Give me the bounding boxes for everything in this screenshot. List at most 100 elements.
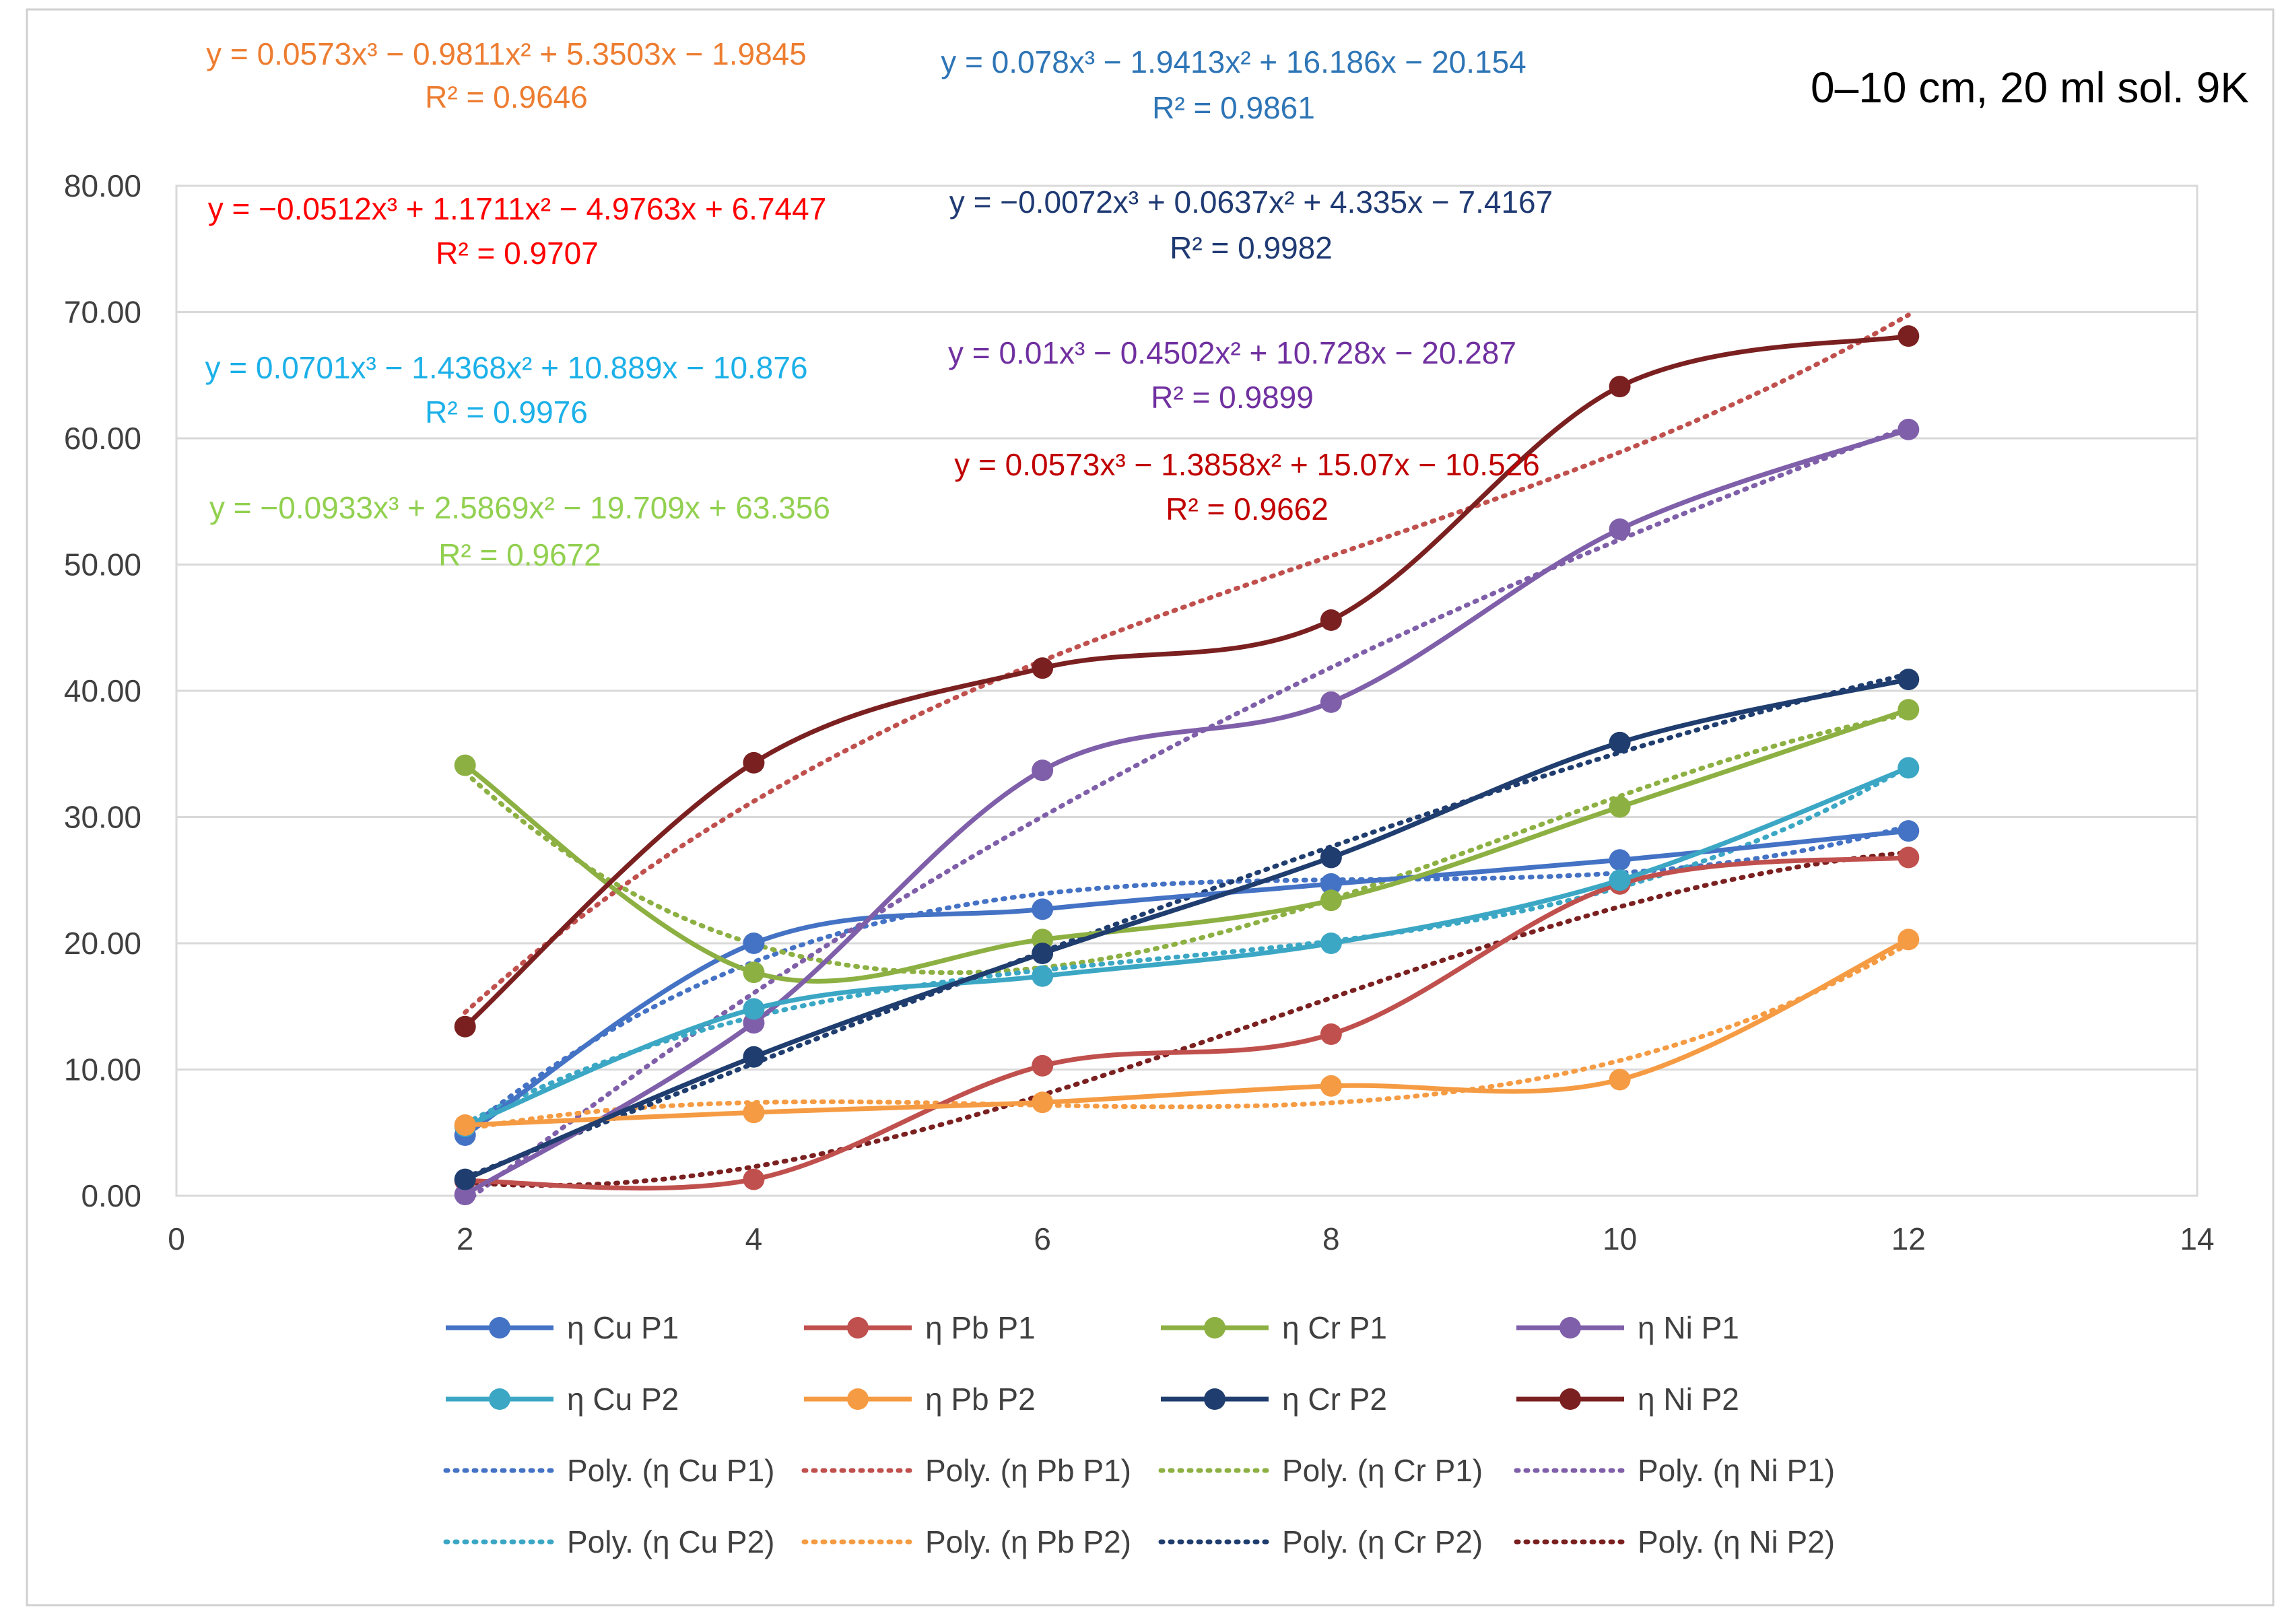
data-point [1320, 609, 1342, 631]
legend-label: η Cu P1 [567, 1310, 679, 1345]
legend-label: η Ni P1 [1638, 1310, 1739, 1345]
data-point [743, 998, 765, 1020]
legend-label: η Cr P1 [1282, 1310, 1387, 1345]
data-point [454, 1168, 476, 1190]
data-point [1032, 1054, 1054, 1077]
data-point [454, 1114, 476, 1136]
data-point [1609, 849, 1631, 871]
data-point [1897, 325, 1920, 347]
trendline-equation: y = 0.078x³ − 1.9413x² + 16.186x − 20.15… [941, 44, 1526, 79]
legend-item: η Cr P2 [1161, 1382, 1387, 1417]
x-tick-label: 10 [1603, 1221, 1637, 1256]
y-tick-label: 50.00 [64, 547, 141, 582]
series-layer [454, 325, 1920, 1206]
data-point [1897, 928, 1920, 951]
legend-label: η Pb P1 [925, 1310, 1036, 1345]
data-point [1032, 759, 1054, 782]
legend-item: Poly. (η Pb P2) [801, 1524, 1131, 1559]
data-point [1320, 846, 1342, 869]
series-line [463, 828, 1909, 1137]
x-tick-label: 4 [745, 1221, 763, 1256]
data-point [1609, 731, 1631, 753]
data-point [1032, 1091, 1054, 1114]
legend-label: Poly. (η Pb P1) [925, 1453, 1131, 1488]
trendline-equation: y = 0.0573x³ − 0.9811x² + 5.3503x − 1.98… [206, 36, 807, 71]
legend-label: Poly. (η Ni P1) [1638, 1453, 1835, 1488]
trendline [463, 850, 1911, 1188]
legend-item: η Cr P1 [1161, 1310, 1387, 1345]
data-point [743, 751, 765, 774]
legend-marker [1559, 1388, 1581, 1410]
legend-marker [847, 1388, 869, 1410]
y-tick-label: 60.00 [64, 421, 141, 456]
legend-marker [489, 1388, 510, 1410]
data-point [1320, 1023, 1342, 1045]
trendline [463, 424, 1911, 1205]
legend-label: η Ni P2 [1638, 1382, 1739, 1417]
data-point [1897, 757, 1920, 779]
y-tick-label: 80.00 [64, 168, 141, 203]
series-line [463, 333, 1909, 1029]
legend-item: η Pb P1 [804, 1310, 1036, 1345]
trendline [463, 941, 1911, 1132]
x-tick-label: 14 [2180, 1221, 2214, 1256]
data-point [1897, 846, 1920, 869]
axis-tick-labels: 0.00 10.00 20.00 30.00 40.00 50.00 60.00 70.00 8… [64, 168, 2215, 1256]
data-point [1320, 691, 1342, 713]
chart-title: 0–10 cm, 20 ml sol. 9K [1811, 63, 2249, 112]
trendline-r-squared: R² = 0.9662 [1166, 492, 1329, 527]
data-point [1897, 669, 1920, 691]
y-tick-label: 30.00 [64, 800, 141, 835]
data-point [743, 1046, 765, 1068]
data-point [1320, 873, 1342, 895]
trendline-r-squared: R² = 0.9646 [425, 79, 588, 114]
data-point [1032, 898, 1054, 920]
trendline-r-squared: R² = 0.9861 [1152, 90, 1315, 125]
y-tick-label: 70.00 [64, 295, 141, 330]
series-line [464, 766, 1910, 1129]
legend-label: η Cr P2 [1282, 1382, 1387, 1417]
legend-marker [489, 1317, 510, 1339]
trendline [463, 312, 1911, 1015]
data-point [1609, 796, 1631, 818]
data-point [1609, 869, 1631, 891]
series-line [463, 707, 1910, 984]
legend-item: Poly. (η Cu P2) [443, 1524, 774, 1559]
data-point [454, 754, 476, 776]
x-tick-label: 6 [1034, 1221, 1051, 1256]
legend-marker [1559, 1317, 1581, 1339]
legend-marker [1204, 1388, 1225, 1410]
legend-label: Poly. (η Cu P1) [567, 1453, 774, 1488]
y-tick-label: 0.00 [81, 1178, 141, 1213]
trendline-r-squared: R² = 0.9899 [1151, 380, 1314, 415]
data-point [1609, 518, 1631, 540]
y-tick-label: 40.00 [64, 673, 141, 708]
trendline-r-squared: R² = 0.9707 [436, 236, 599, 271]
trendline-equation: y = 0.01x³ − 0.4502x² + 10.728x − 20.287 [948, 335, 1516, 370]
legend: η Cu P1 η Pb P1 η Cr P1 η Ni P1 η Cu P2 η Pb … [443, 1310, 1835, 1559]
trendline-equations: y = 0.078x³ − 1.9413x² + 16.186x − 20.15… [205, 36, 1553, 572]
legend-item: Poly. (η Cu P1) [443, 1453, 774, 1488]
legend-item: η Cu P1 [446, 1310, 679, 1345]
legend-item: η Ni P1 [1516, 1310, 1739, 1345]
legend-label: Poly. (η Cu P2) [567, 1524, 774, 1559]
legend-marker [847, 1317, 869, 1339]
legend-item: η Pb P2 [804, 1382, 1036, 1417]
data-point [454, 1184, 476, 1206]
legend-item: η Ni P2 [1516, 1382, 1739, 1417]
x-tick-label: 12 [1891, 1221, 1926, 1256]
data-point [743, 1168, 765, 1190]
data-point [1609, 376, 1631, 398]
data-point [1897, 418, 1920, 440]
legend-label: Poly. (η Cr P1) [1282, 1453, 1483, 1488]
data-point [1320, 1075, 1342, 1097]
data-point [1320, 933, 1342, 954]
data-point [1897, 820, 1920, 842]
trendline-equation: y = −0.0933x³ + 2.5869x² − 19.709x + 63.… [209, 490, 830, 525]
trendline-r-squared: R² = 0.9982 [1170, 230, 1333, 265]
data-point [1897, 699, 1920, 721]
trendline-equation: y = −0.0512x³ + 1.1711x² − 4.9763x + 6.7… [208, 191, 827, 226]
y-tick-label: 10.00 [64, 1052, 141, 1087]
y-tick-label: 20.00 [64, 926, 141, 961]
